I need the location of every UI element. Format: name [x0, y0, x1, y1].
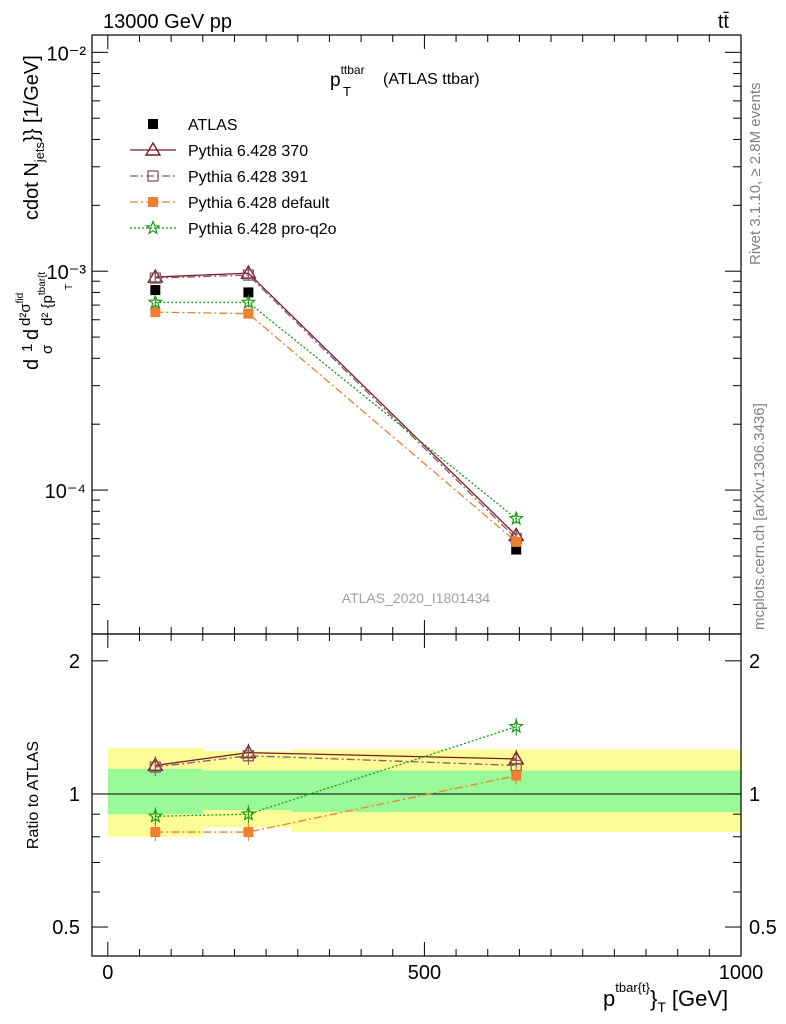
ratio-y-tick-label-right: 2	[749, 651, 760, 673]
main-title-sup: ttbar	[341, 63, 365, 77]
header-right-label: tt̄	[718, 11, 730, 33]
ratio-line	[155, 774, 517, 833]
legend-label: ATLAS	[188, 117, 238, 134]
legend-label: Pythia 6.428 370	[188, 143, 308, 160]
svg-text:cdot Njets}} [1/GeV]: cdot Njets}} [1/GeV]	[21, 55, 47, 220]
data-point	[511, 536, 522, 547]
legend-label: Pythia 6.428 default	[188, 195, 330, 212]
data-point	[242, 269, 255, 281]
legend-marker	[147, 170, 159, 182]
series-line	[155, 274, 517, 540]
main-series	[147, 264, 525, 555]
main-title-note: (ATLAS ttbar)	[383, 71, 480, 88]
ratio-y-tick-label-right: 1	[749, 784, 760, 806]
ratio-point	[508, 718, 524, 734]
main-ylabel: d 1 σ d d²σfid d² {ptbar{t T cdot Njets}…	[15, 55, 75, 370]
ratio-y-tick-label-left: 2	[69, 651, 80, 673]
series-line	[155, 301, 517, 520]
y-tick-label: 10⁻⁴	[45, 481, 86, 503]
x-axis-title-p: p	[603, 986, 615, 1011]
svg-text:d: d	[21, 359, 43, 370]
ratio-band-green	[107, 768, 203, 815]
legend-marker	[148, 119, 158, 129]
svg-text:T: T	[64, 284, 75, 290]
x-axis-title: ptbar{t}}T [GeV]	[603, 980, 728, 1015]
y-tick-label: 10⁻²	[47, 43, 87, 65]
x-axis-title-sub: T	[657, 999, 666, 1015]
svg-text:1: 1	[19, 344, 36, 352]
legend-label: Pythia 6.428 391	[188, 169, 308, 186]
legend-entry: Pythia 6.428 370	[130, 141, 308, 160]
x-tick-label: 0	[102, 962, 113, 984]
ratio-point	[243, 827, 254, 838]
legend-marker	[148, 197, 158, 207]
data-point	[150, 307, 161, 318]
svg-text:σ: σ	[39, 344, 56, 354]
main-title: pttbar	[330, 63, 365, 91]
data-point	[147, 294, 164, 310]
ratio-point	[242, 750, 255, 762]
analysis-watermark: ATLAS_2020_I1801434	[342, 590, 491, 606]
main-title-sub: T	[343, 84, 351, 99]
legend-label: Pythia 6.428 pro-q2o	[188, 221, 337, 238]
mcplots-label: mcplots.cern.ch [arXiv:1306.3436]	[751, 403, 768, 630]
series-line	[155, 311, 517, 543]
data-point	[150, 285, 161, 296]
main-series-3	[150, 307, 522, 547]
legend-marker	[144, 141, 162, 156]
data-point	[243, 287, 254, 298]
x-axis-title-unit: [GeV]	[672, 986, 728, 1011]
main-series-0	[150, 285, 522, 555]
data-point	[511, 544, 522, 555]
ratio-ylabel: Ratio to ATLAS	[25, 741, 42, 849]
ratio-line	[155, 755, 517, 768]
data-point	[240, 294, 257, 310]
ratio-point	[511, 770, 522, 781]
rivet-label: Rivet 3.1.10, ≥ 2.8M events	[747, 83, 764, 266]
header-left-label: 13000 GeV pp	[103, 11, 232, 33]
ratio-y-tick-label-right: 0.5	[749, 917, 777, 939]
ratio-y-tick-label-left: 0.5	[52, 917, 80, 939]
main-series-2	[149, 269, 522, 545]
svg-text:d²σfid: d²σfid	[15, 293, 34, 326]
x-axis-title-tail: }	[650, 986, 657, 1011]
legend-entry: Pythia 6.428 default	[130, 195, 330, 212]
ratio-series-2	[150, 766, 522, 842]
legend-entry: ATLAS	[148, 117, 238, 134]
ratio-point	[149, 761, 161, 773]
ratio-y-tick-label-left: 1	[69, 784, 80, 806]
ratio-band-green	[202, 770, 292, 810]
ratio-series-3	[147, 717, 524, 826]
legend: ATLAS Pythia 6.428 370 Pythia 6.428 391 Pyt…	[130, 117, 337, 238]
ratio-point	[147, 808, 164, 823]
ratio-series	[147, 717, 525, 842]
y-tick-label: 10⁻³	[47, 262, 87, 284]
ratio-frame	[91, 633, 742, 957]
data-point	[508, 510, 524, 526]
main-series-4	[147, 294, 524, 526]
data-point	[149, 272, 161, 284]
main-title-p: p	[330, 70, 341, 91]
data-point	[243, 308, 254, 319]
ratio-axes: 0 500 1000 0.5 0.5 1 1 2 2	[52, 633, 777, 984]
legend-entry: Pythia 6.428 pro-q2o	[130, 219, 337, 238]
x-tick-label: 1000	[719, 962, 764, 984]
legend-marker	[145, 219, 161, 235]
svg-text:d: d	[21, 329, 43, 340]
x-tick-label: 500	[408, 962, 441, 984]
ratio-point	[240, 806, 257, 821]
ratio-point	[150, 827, 161, 838]
legend-entry: Pythia 6.428 391	[130, 169, 308, 186]
x-axis-title-sup: tbar{t}	[615, 980, 650, 995]
svg-text:d² {ptbar{t: d² {ptbar{t	[37, 272, 56, 326]
